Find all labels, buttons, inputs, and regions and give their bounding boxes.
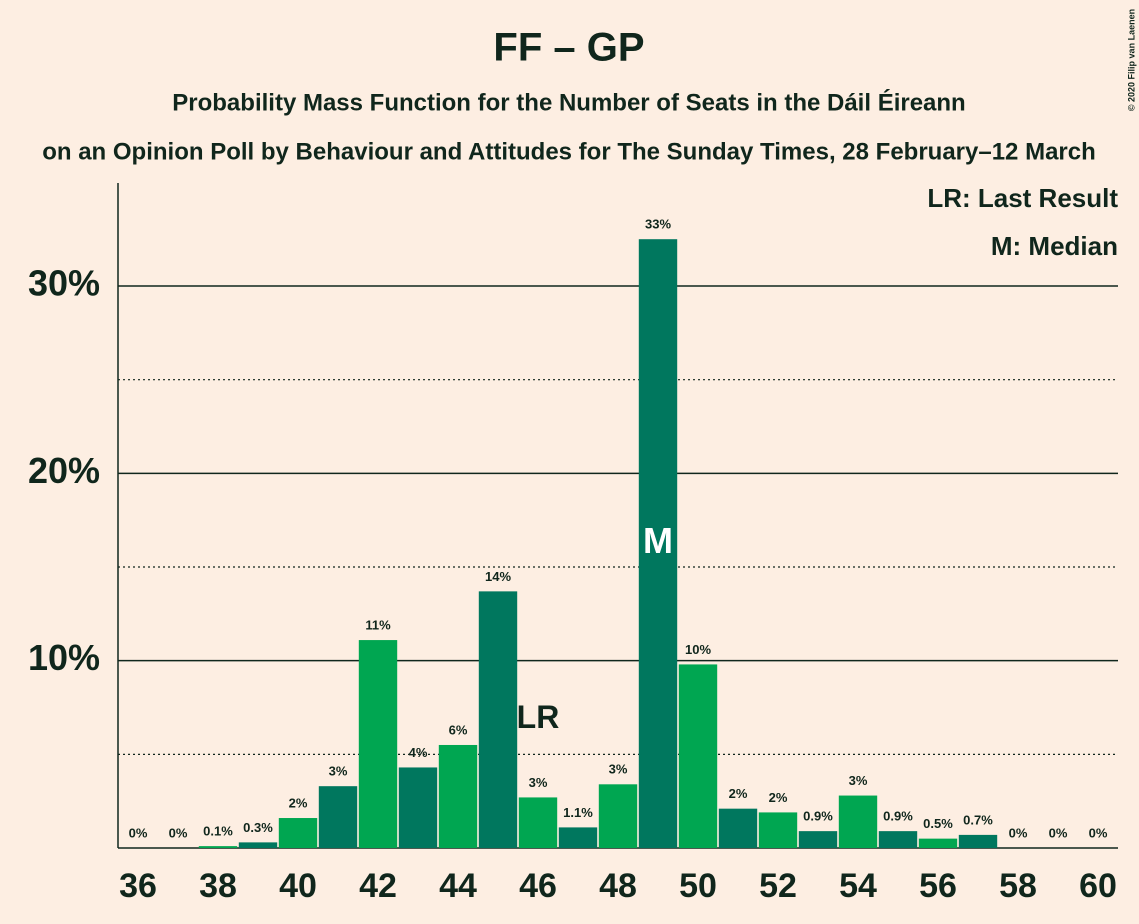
value-label: 3% — [329, 764, 348, 779]
chart-subtitle: Probability Mass Function for the Number… — [172, 88, 965, 116]
value-label: 0% — [129, 825, 148, 840]
annotation: M — [643, 520, 673, 561]
chart-title: FF – GP — [493, 26, 644, 70]
bar — [358, 640, 398, 848]
value-label: 0.7% — [963, 812, 993, 827]
x-tick-label: 42 — [359, 867, 397, 905]
x-tick-label: 46 — [519, 867, 557, 905]
value-label: 11% — [365, 618, 391, 633]
x-tick-label: 36 — [119, 867, 157, 905]
legend-entry: M: Median — [991, 231, 1118, 261]
value-label: 2% — [729, 786, 748, 801]
y-tick-label: 10% — [28, 637, 100, 678]
legend-entry: LR: Last Result — [927, 183, 1118, 213]
bar — [238, 842, 278, 848]
bar — [918, 838, 958, 848]
copyright: © 2020 Filip van Laenen — [1126, 9, 1136, 111]
x-tick-label: 48 — [599, 867, 637, 905]
bar — [678, 664, 718, 848]
value-label: 3% — [609, 762, 628, 777]
value-label: 0.5% — [923, 816, 953, 831]
bar — [838, 795, 878, 848]
bar — [638, 239, 678, 848]
x-tick-label: 54 — [839, 867, 877, 905]
x-tick-label: 52 — [759, 867, 797, 905]
bar — [878, 831, 918, 848]
bar — [958, 834, 998, 848]
value-label: 14% — [485, 569, 511, 584]
value-label: 6% — [449, 722, 468, 737]
x-tick-label: 60 — [1079, 867, 1117, 905]
value-label: 10% — [685, 642, 711, 657]
x-tick-label: 50 — [679, 867, 717, 905]
x-tick-label: 44 — [439, 867, 477, 905]
bar — [758, 812, 798, 848]
value-label: 0% — [1089, 825, 1108, 840]
x-tick-label: 38 — [199, 867, 237, 905]
bar — [318, 786, 358, 848]
value-label: 0% — [169, 825, 188, 840]
value-label: 3% — [529, 775, 548, 790]
value-label: 0.3% — [243, 820, 273, 835]
bar — [718, 808, 758, 848]
bar — [438, 744, 478, 848]
x-tick-label: 58 — [999, 867, 1037, 905]
bar — [598, 784, 638, 848]
bar — [558, 827, 598, 848]
value-label: 0.9% — [883, 809, 913, 824]
value-label: 4% — [409, 745, 428, 760]
bar — [198, 846, 238, 848]
value-label: 3% — [849, 773, 868, 788]
bar — [278, 818, 318, 848]
y-tick-label: 30% — [28, 263, 100, 304]
value-label: 0.9% — [803, 809, 833, 824]
bar — [398, 767, 438, 848]
annotation: LR — [517, 699, 560, 735]
value-label: 0.1% — [203, 824, 233, 839]
bar — [798, 831, 838, 848]
value-label: 2% — [289, 795, 308, 810]
bar — [478, 591, 518, 848]
value-label: 0% — [1009, 825, 1028, 840]
x-tick-label: 56 — [919, 867, 957, 905]
value-label: 0% — [1049, 825, 1068, 840]
y-tick-label: 20% — [28, 450, 100, 491]
chart-subtitle: on an Opinion Poll by Behaviour and Atti… — [42, 138, 1096, 165]
value-label: 2% — [769, 790, 788, 805]
value-label: 1.1% — [563, 805, 593, 820]
value-label: 33% — [645, 217, 671, 232]
x-tick-label: 40 — [279, 867, 317, 905]
bar — [518, 797, 558, 848]
